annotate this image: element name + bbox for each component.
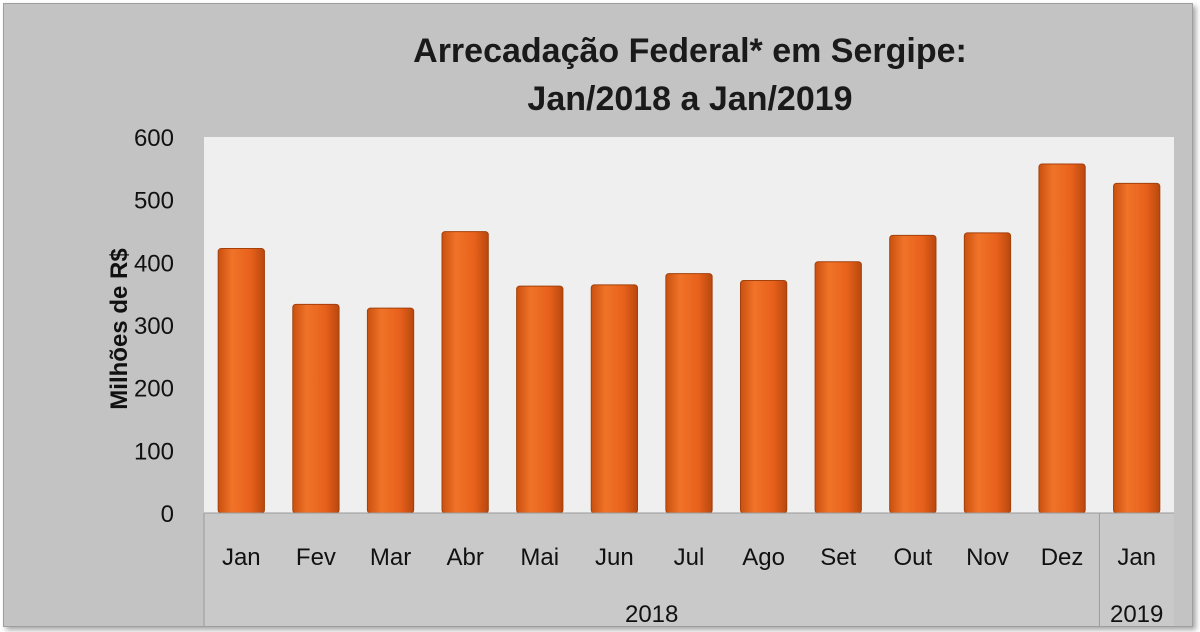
x-category-label: Jul	[674, 544, 705, 571]
y-tick-label: 600	[134, 125, 174, 152]
bar-mai-4	[516, 285, 564, 514]
chart-title-line-1: Arrecadação Federal* em Sergipe:	[413, 32, 967, 70]
bar-nov-10	[963, 232, 1012, 514]
x-category-label: Abr	[446, 544, 483, 571]
x-category-label: Fev	[296, 544, 336, 571]
x-category-label: Mar	[370, 544, 411, 571]
bar-mar-2	[366, 307, 415, 514]
x-category-label: Out	[894, 544, 933, 571]
x-category-label: Dez	[1041, 544, 1084, 571]
bar-abr-3	[441, 231, 489, 514]
y-tick-label: 500	[134, 188, 174, 215]
y-tick-label: 300	[134, 313, 174, 340]
y-tick-label: 0	[161, 501, 174, 528]
x-category-label: Jan	[222, 544, 261, 571]
bar-jan-12	[1113, 182, 1161, 514]
x-category-label: Ago	[742, 544, 785, 571]
x-category-label: Jan	[1117, 544, 1156, 571]
y-axis-label: Milhões de R$	[106, 248, 133, 410]
bar-jul-6	[665, 273, 713, 514]
year-group-label: 2019	[1110, 601, 1163, 626]
y-tick-label: 200	[134, 376, 174, 403]
bar-ago-7	[739, 280, 788, 514]
x-category-label: Jun	[595, 544, 634, 571]
bar-fev-1	[292, 303, 340, 514]
bar-set-8	[814, 261, 862, 514]
chart-title-line-2: Jan/2018 a Jan/2019	[527, 80, 852, 118]
y-tick-label: 400	[134, 250, 174, 277]
x-category-label: Set	[820, 544, 856, 571]
bar-jun-5	[590, 284, 639, 514]
x-category-label: Nov	[966, 544, 1009, 571]
y-tick-label: 100	[134, 438, 174, 465]
chart-frame: Arrecadação Federal* em Sergipe: Jan/201…	[3, 3, 1193, 627]
year-group-label: 2018	[625, 601, 678, 626]
category-axis-band	[204, 513, 1174, 626]
bar-jan-0	[217, 248, 265, 514]
x-category-label: Mai	[520, 544, 559, 571]
bar-chart: Arrecadação Federal* em Sergipe: Jan/201…	[106, 32, 1174, 626]
bar-out-9	[889, 234, 937, 514]
bar-dez-11	[1038, 163, 1086, 514]
